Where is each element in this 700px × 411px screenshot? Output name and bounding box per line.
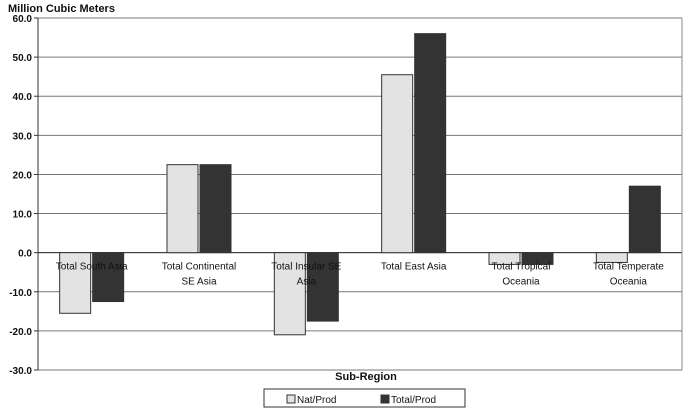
legend-label-total-prod: Total/Prod [391, 395, 436, 406]
y-tick-label: -20.0 [9, 327, 32, 338]
plot-background [34, 18, 686, 370]
x-tick-label: Total South Asia [56, 262, 128, 273]
bar-nat-prod [488, 252, 521, 265]
bar-nat-prod [166, 164, 199, 254]
x-tick-label: Total Temperate Oceania [593, 262, 664, 288]
y-tick-labels: -30.0 -20.0 -10.0 0.0 10.0 20.0 30.0 40.0 50.0 60… [9, 14, 38, 377]
y-tick-label: 30.0 [13, 131, 33, 142]
bar-total-prod [628, 185, 661, 254]
legend-swatch-nat-prod [286, 394, 296, 404]
x-tick-label: Total Continental SE Asia [162, 262, 237, 288]
bar-total-prod [414, 33, 447, 254]
y-tick-label: 60.0 [13, 14, 33, 25]
bar-nat-prod [59, 252, 92, 314]
y-tick-label: 0.0 [18, 249, 32, 260]
x-tick-label: Total East Asia [381, 262, 447, 273]
x-tick-label: Total Insular SE Asia [271, 262, 341, 288]
legend-label-nat-prod: Nat/Prod [297, 395, 336, 406]
bar-nat-prod [595, 252, 628, 263]
legend: Nat/Prod Total/Prod [263, 388, 466, 408]
legend-swatch-total-prod [380, 394, 390, 404]
x-axis-title: Sub-Region [335, 371, 397, 383]
legend-box [263, 388, 466, 408]
bar-total-prod [92, 252, 125, 303]
bar-nat-prod [273, 252, 306, 336]
y-axis-title: Million Cubic Meters [8, 3, 115, 15]
y-tick-label: 10.0 [13, 210, 33, 221]
bar-total-prod [199, 164, 232, 254]
y-tick-label: -30.0 [9, 366, 32, 377]
y-tick-label: 20.0 [13, 170, 33, 181]
y-tick-label: 40.0 [13, 92, 33, 103]
y-tick-label: 50.0 [13, 53, 33, 64]
y-tick-label: -10.0 [9, 288, 32, 299]
bar-total-prod [306, 252, 339, 322]
bar-total-prod [521, 252, 554, 265]
bars [59, 33, 661, 336]
bar-nat-prod [381, 74, 414, 254]
x-tick-labels: Total South Asia Total Continental SE Asia… [56, 262, 664, 288]
x-tick-label: Total Tropical Oceania [492, 262, 551, 288]
